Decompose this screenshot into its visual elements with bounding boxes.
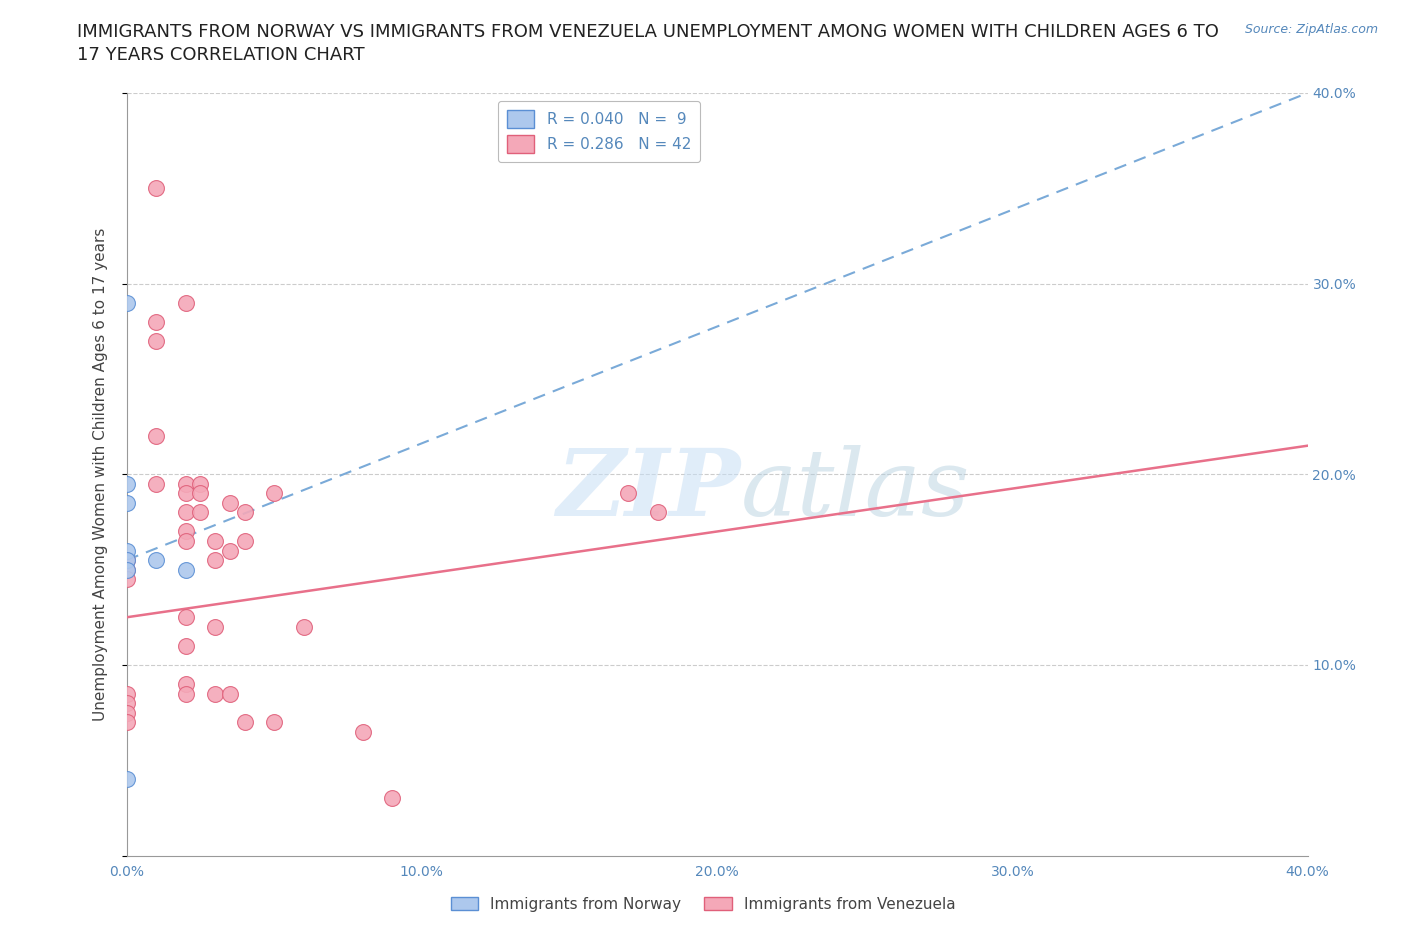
Point — [115, 696, 138, 711]
Point — [174, 525, 197, 539]
Point — [381, 790, 404, 805]
Y-axis label: Unemployment Among Women with Children Ages 6 to 17 years: Unemployment Among Women with Children A… — [93, 228, 108, 721]
Point — [145, 181, 167, 196]
Point — [174, 610, 197, 625]
Point — [115, 562, 138, 577]
Point — [174, 296, 197, 311]
Point — [204, 552, 226, 567]
Point — [174, 505, 197, 520]
Legend: Immigrants from Norway, Immigrants from Venezuela: Immigrants from Norway, Immigrants from … — [444, 890, 962, 918]
Point — [115, 476, 138, 491]
Point — [115, 543, 138, 558]
Point — [115, 552, 138, 567]
Point — [233, 505, 256, 520]
Point — [115, 496, 138, 511]
Point — [188, 505, 212, 520]
Point — [219, 543, 242, 558]
Point — [174, 476, 197, 491]
Legend: R = 0.040   N =  9, R = 0.286   N = 42: R = 0.040 N = 9, R = 0.286 N = 42 — [498, 100, 700, 163]
Point — [219, 496, 242, 511]
Point — [233, 534, 256, 549]
Point — [263, 485, 285, 500]
Point — [292, 619, 315, 634]
Point — [115, 686, 138, 701]
Point — [204, 534, 226, 549]
Point — [352, 724, 374, 739]
Point — [219, 686, 242, 701]
Point — [204, 686, 226, 701]
Point — [115, 296, 138, 311]
Point — [115, 705, 138, 720]
Text: atlas: atlas — [741, 445, 970, 535]
Point — [174, 485, 197, 500]
Point — [174, 562, 197, 577]
Point — [115, 572, 138, 587]
Point — [188, 476, 212, 491]
Point — [145, 429, 167, 444]
Point — [188, 485, 212, 500]
Point — [145, 476, 167, 491]
Text: IMMIGRANTS FROM NORWAY VS IMMIGRANTS FROM VENEZUELA UNEMPLOYMENT AMONG WOMEN WIT: IMMIGRANTS FROM NORWAY VS IMMIGRANTS FRO… — [77, 23, 1219, 41]
Point — [174, 639, 197, 654]
Point — [145, 552, 167, 567]
Text: ZIP: ZIP — [557, 445, 741, 535]
Point — [647, 505, 669, 520]
Text: Source: ZipAtlas.com: Source: ZipAtlas.com — [1244, 23, 1378, 36]
Point — [115, 714, 138, 729]
Point — [263, 714, 285, 729]
Point — [145, 334, 167, 349]
Point — [174, 686, 197, 701]
Text: 17 YEARS CORRELATION CHART: 17 YEARS CORRELATION CHART — [77, 46, 366, 64]
Point — [115, 772, 138, 787]
Point — [174, 534, 197, 549]
Point — [115, 562, 138, 577]
Point — [115, 552, 138, 567]
Point — [617, 485, 640, 500]
Point — [233, 714, 256, 729]
Point — [204, 619, 226, 634]
Point — [174, 677, 197, 692]
Point — [145, 314, 167, 329]
